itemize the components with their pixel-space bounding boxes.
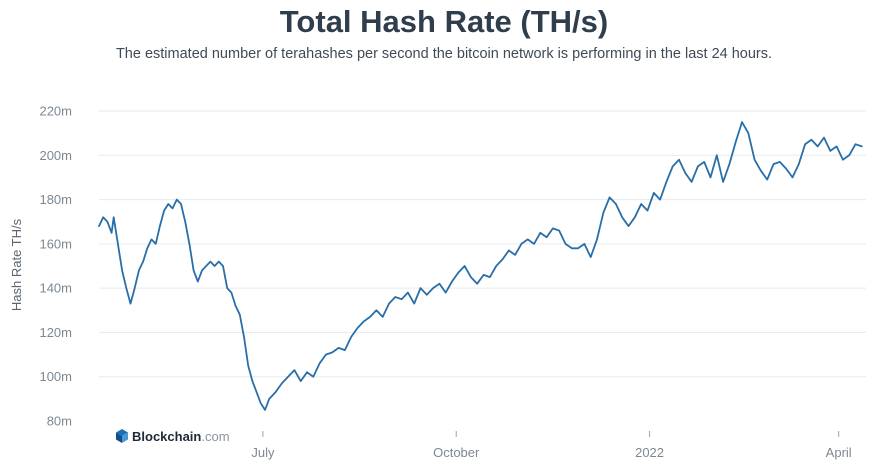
- chart-subtitle: The estimated number of terahashes per s…: [115, 46, 773, 62]
- y-tick-label: 200m: [39, 148, 72, 163]
- y-tick-label: 100m: [39, 369, 72, 384]
- brand-domain: .com: [201, 429, 229, 444]
- y-tick-label: 80m: [47, 414, 72, 429]
- y-axis-ticks: 80m 100m 120m 140m 160m 180m 200m 220m: [39, 104, 72, 429]
- y-tick-label: 160m: [39, 236, 72, 251]
- x-tick-label: July: [251, 445, 275, 460]
- y-axis-label: Hash Rate TH/s: [9, 218, 24, 311]
- brand-name: Blockchain: [132, 429, 201, 444]
- y-tick-label: 180m: [39, 192, 72, 207]
- series-line-hash-rate: [98, 121, 863, 411]
- x-tick-label: April: [826, 445, 852, 460]
- y-tick-label: 220m: [39, 104, 72, 119]
- grid-lines: [99, 110, 866, 378]
- x-tick-label: 2022: [635, 445, 664, 460]
- blockchain-logo-icon: [116, 429, 128, 443]
- blockchain-watermark: Blockchain.com: [116, 429, 230, 444]
- chart-title: Total Hash Rate (TH/s): [279, 4, 609, 39]
- x-tick-label: October: [433, 445, 480, 460]
- svg-text:Blockchain.com: Blockchain.com: [132, 429, 230, 444]
- y-tick-label: 140m: [39, 281, 72, 296]
- x-axis: July October 2022 April: [251, 431, 852, 460]
- y-tick-label: 120m: [39, 325, 72, 340]
